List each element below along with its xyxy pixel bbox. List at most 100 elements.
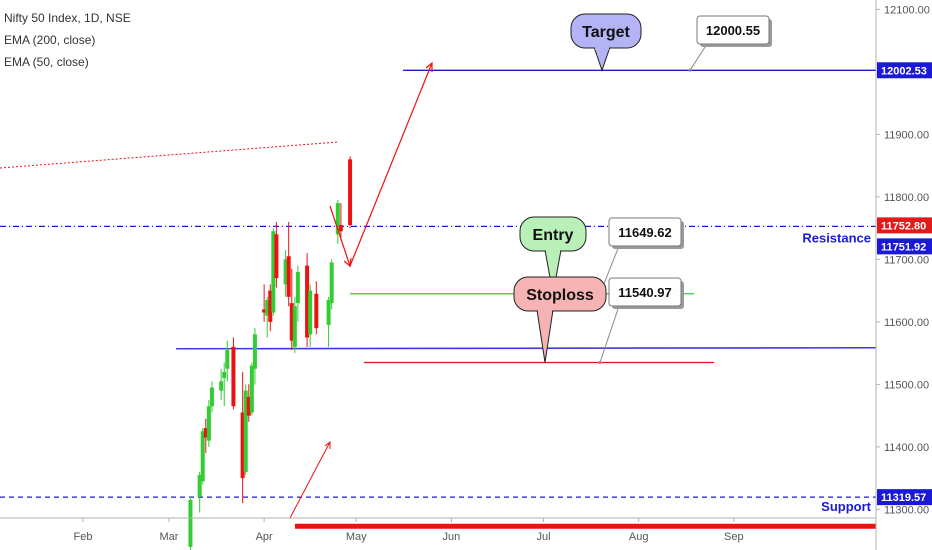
target-callout: Target — [570, 13, 642, 72]
entry-callout: Entry — [519, 216, 587, 294]
stoploss-value-callout-box — [608, 277, 682, 307]
x-tick-label: May — [346, 531, 367, 543]
candle-body — [283, 259, 288, 285]
support-price-tag-box — [877, 489, 932, 506]
entry-value-callout: 11649.62 — [598, 217, 684, 296]
candle-body — [314, 293, 319, 329]
candle-body — [289, 303, 294, 341]
candle-body — [225, 350, 230, 369]
y-tick-label: 11600.00 — [884, 317, 929, 329]
y-tick-label: 11300.00 — [884, 504, 929, 516]
stoploss-callout-pointer — [536, 309, 554, 363]
candle-body — [274, 234, 279, 279]
lower-rising-line — [289, 441, 331, 519]
x-tick-label: Jul — [536, 531, 550, 543]
level-lines — [0, 69, 877, 529]
current-price-tag-text: 11751.92 — [881, 241, 926, 253]
lower-rising-arrowhead — [324, 440, 331, 449]
support-label: Support — [821, 499, 871, 514]
stoploss-value-callout-text: 11540.97 — [618, 285, 672, 300]
candle-body — [338, 225, 343, 232]
stoploss-callout-box — [513, 276, 607, 312]
x-tick-label: Sep — [724, 531, 744, 543]
current-price-tag-box — [877, 238, 932, 255]
candle-body — [203, 428, 208, 438]
candle-body — [222, 371, 227, 379]
target-price-tag-text: 12002.53 — [881, 65, 927, 77]
target-value-callout-box — [696, 15, 770, 45]
y-tick-label: 11800.00 — [884, 192, 929, 204]
target-callout-joint — [595, 45, 609, 50]
candle-body — [305, 265, 310, 338]
target-value-callout-text: 12000.55 — [706, 23, 760, 38]
stoploss-value-callout-leader — [599, 305, 620, 363]
candle-body — [286, 256, 291, 297]
candle-body — [249, 365, 254, 413]
target-value-callout-leader — [689, 43, 708, 71]
support-price-tag: 11319.57 — [877, 489, 932, 506]
candle-body — [329, 262, 334, 304]
candle-body — [231, 346, 236, 407]
resistance-price-tag-box — [877, 217, 932, 234]
x-tick-label: Mar — [159, 531, 178, 543]
entry-value-callout-box — [608, 217, 682, 247]
candle-body — [265, 300, 270, 316]
candle-body — [240, 412, 245, 479]
y-tick-label: 11700.00 — [884, 254, 929, 266]
current-price-tag: 11751.92 — [877, 238, 932, 255]
candle-body — [292, 306, 297, 347]
entry-value-callout-text: 11649.62 — [618, 225, 672, 240]
candle-body — [243, 390, 248, 472]
resistance-price-tag: 11752.80 — [877, 217, 932, 234]
candle-body — [188, 500, 193, 547]
annotations: Target 12000.55 Entry 11649.62 Stoploss 11540… — [289, 13, 872, 519]
x-tick-label: Feb — [74, 531, 93, 543]
target-price-tag-box — [877, 62, 932, 79]
support-price-tag-text: 11319.57 — [881, 492, 926, 504]
stoploss-value-callout: 11540.97 — [598, 277, 684, 364]
y-tick-label: 12100.00 — [884, 4, 930, 16]
target-callout-label: Target — [582, 24, 630, 41]
target-callout-pointer — [593, 46, 611, 72]
legend-title: Nifty 50 Index, 1D, NSE — [4, 11, 131, 25]
candle-body — [268, 290, 273, 322]
target-value-callout-anchor — [688, 68, 692, 72]
candle-body — [326, 300, 331, 325]
candle-body — [271, 231, 276, 313]
candle-body — [262, 309, 267, 313]
x-tick-label: Jun — [443, 531, 461, 543]
upper-dotted-trendline — [0, 141, 339, 169]
x-tick-label: Apr — [256, 531, 273, 543]
target-value-callout: 12000.55 — [688, 15, 772, 72]
x-tick-label: Aug — [629, 531, 649, 543]
projection-path — [329, 62, 433, 268]
candle-body — [252, 334, 257, 369]
stoploss-callout: Stoploss — [513, 276, 607, 363]
projection-arrowhead-up — [425, 61, 433, 72]
candle-body — [348, 159, 353, 225]
resistance-label: Resistance — [802, 230, 871, 245]
candle-body — [246, 396, 251, 416]
y-tick-label: 11400.00 — [884, 442, 929, 454]
candle-body — [219, 381, 224, 391]
candle-body — [206, 406, 211, 441]
stoploss-callout-joint — [538, 308, 552, 313]
candle-body — [335, 203, 340, 235]
stoploss-callout-label: Stoploss — [526, 287, 594, 304]
candle-body — [209, 387, 214, 407]
legend-ema50: EMA (50, close) — [4, 55, 89, 69]
entry-callout-joint — [546, 248, 560, 253]
stoploss-value-callout-anchor — [598, 361, 602, 364]
candle-body — [295, 271, 300, 304]
candle-body — [197, 475, 202, 497]
price-tags: 12002.53 11752.80 11751.92 11319.57 — [877, 62, 932, 506]
y-tick-label: 11900.00 — [884, 129, 929, 141]
candle-body — [200, 431, 205, 482]
target-price-tag: 12002.53 — [877, 62, 932, 79]
candle-body — [308, 290, 313, 335]
resistance-price-tag-text: 11752.80 — [881, 220, 926, 232]
entry-callout-label: Entry — [533, 227, 574, 244]
